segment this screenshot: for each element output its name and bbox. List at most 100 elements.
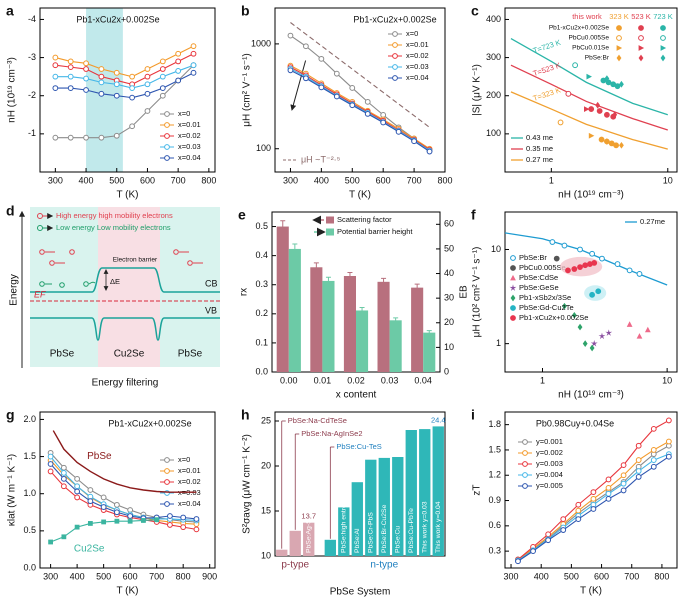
data-line [52, 430, 197, 493]
bar [419, 429, 431, 556]
marker [665, 417, 672, 424]
marker [98, 79, 105, 86]
region-label: PbSe [50, 349, 75, 360]
marker [605, 484, 612, 491]
marker [318, 55, 325, 62]
marker [620, 472, 627, 479]
marker [598, 332, 606, 340]
x-tick-label: 700 [149, 571, 164, 581]
marker [510, 305, 516, 311]
model-curve [510, 91, 668, 150]
marker [87, 487, 94, 493]
curve-label: T=523 K [532, 61, 562, 78]
x-axis-label: nH (10¹⁹ cm⁻³) [558, 190, 624, 201]
marker [636, 333, 643, 339]
error-bar [381, 277, 387, 286]
marker [392, 31, 398, 37]
marker [588, 106, 595, 112]
marker [164, 501, 170, 507]
y-axis-label: nH (10¹⁹ cm⁻³) [7, 57, 18, 123]
marker [98, 66, 105, 72]
y-tick-label: 0.3 [255, 279, 268, 289]
data-line [290, 65, 430, 150]
marker [619, 141, 624, 149]
marker [47, 461, 54, 467]
marker [127, 513, 134, 519]
y2-tick-label: 30 [444, 293, 454, 303]
marker [98, 73, 105, 80]
electron [59, 282, 65, 288]
marker [303, 43, 309, 50]
marker [67, 64, 74, 71]
bar [405, 430, 417, 556]
marker [635, 457, 642, 463]
marker [616, 25, 622, 31]
marker [577, 323, 583, 331]
marker [127, 518, 133, 524]
marker [60, 475, 67, 482]
panel-label: f [471, 207, 476, 223]
marker [60, 483, 67, 490]
bar [351, 482, 363, 556]
marker [83, 87, 89, 93]
y-tick-label: 1.5 [23, 451, 36, 461]
bar [378, 457, 390, 556]
bar [310, 267, 323, 372]
y-tick-label: 300 [486, 52, 501, 62]
electron [39, 281, 45, 287]
marker [190, 43, 197, 50]
legend-label: PbSe:CdSe [519, 273, 558, 282]
data-line [55, 72, 194, 99]
error-bar [426, 330, 432, 336]
y2-tick-label: 40 [444, 268, 454, 278]
y2-tick-label: 20 [444, 317, 454, 327]
valence-band [30, 317, 220, 341]
legend-label: x=0.04 [178, 499, 201, 508]
highlight-halo [584, 285, 607, 301]
marker [287, 32, 294, 39]
marker [380, 119, 387, 126]
plot-frame [504, 411, 678, 569]
marker [74, 524, 80, 530]
marker [129, 73, 136, 80]
marker [545, 537, 552, 544]
model-curve [510, 64, 668, 131]
marker [180, 514, 187, 521]
bar [338, 507, 350, 556]
legend-label: x=0.01 [178, 120, 201, 129]
y-tick-label: 0.9 [488, 495, 501, 505]
conduction-band [30, 267, 220, 293]
y-tick-label: 1.5 [488, 444, 501, 454]
marker [83, 60, 89, 67]
y-axis-label: Energy [9, 274, 20, 306]
panel-label: h [241, 407, 250, 423]
marker [586, 73, 592, 80]
marker [190, 50, 197, 57]
marker [175, 50, 182, 57]
legend-label: Pb1-xSb2x/3Se [519, 293, 571, 302]
marker [164, 457, 170, 463]
marker [660, 25, 666, 31]
bar [392, 457, 404, 556]
marker [638, 45, 645, 51]
legend-label: y=0.001 [536, 437, 563, 446]
y2-tick-label: 60 [444, 219, 454, 229]
legend-column: 523 K [631, 12, 651, 21]
marker [561, 242, 568, 249]
marker [591, 260, 598, 266]
bar [276, 226, 289, 372]
caption: Energy filtering [92, 378, 159, 389]
legend-label: PbCu0.005Se [519, 263, 566, 272]
marker [562, 302, 567, 310]
y-tick-label: 1.0 [23, 488, 36, 498]
legend-marker [37, 213, 43, 219]
error-bar [347, 272, 353, 280]
fermi-label: EF [34, 289, 46, 299]
x-tick-label: 500 [96, 571, 111, 581]
y-tick-label: -4 [28, 14, 36, 24]
marker [589, 291, 596, 298]
legend-label: x=0.01 [406, 40, 429, 49]
marker [650, 447, 657, 453]
marker [583, 106, 590, 112]
x-tick-label: 10 [662, 375, 672, 385]
